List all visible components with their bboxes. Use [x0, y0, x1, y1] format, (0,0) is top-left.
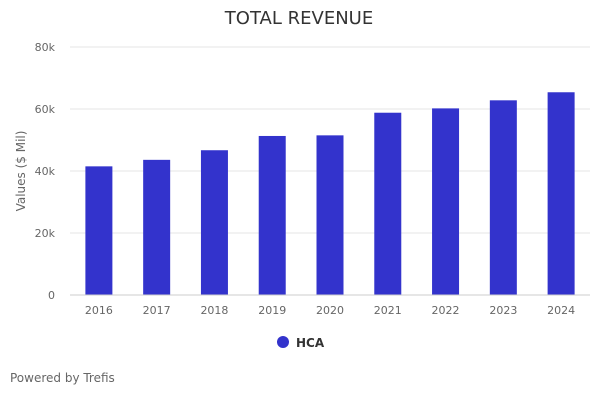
x-tick-label: 2021 — [374, 304, 402, 317]
chart-title: TOTAL REVENUE — [224, 8, 373, 29]
x-tick-label: 2016 — [85, 304, 113, 317]
legend-swatch-hca[interactable] — [277, 336, 289, 348]
bar-2017[interactable] — [143, 159, 171, 295]
bar-2022[interactable] — [432, 108, 460, 295]
legend[interactable]: HCA — [277, 336, 325, 350]
powered-by-credit[interactable]: Powered by Trefis — [10, 371, 115, 385]
bar-2018[interactable] — [200, 150, 228, 295]
x-tick-label: 2020 — [316, 304, 344, 317]
x-tick-label: 2022 — [432, 304, 460, 317]
y-tick-label: 20k — [35, 227, 56, 240]
bar-2024[interactable] — [547, 92, 575, 295]
bar-2019[interactable] — [258, 135, 286, 295]
y-axis-title: Values ($ Mil) — [14, 131, 28, 212]
bar-2021[interactable] — [374, 112, 402, 295]
y-tick-label: 60k — [35, 103, 56, 116]
legend-label-hca[interactable]: HCA — [296, 336, 325, 350]
x-tick-label: 2018 — [200, 304, 228, 317]
y-axis-ticks: 0 20k 40k 60k 80k — [35, 41, 56, 302]
y-tick-label: 0 — [48, 289, 55, 302]
bar-2023[interactable] — [489, 100, 517, 295]
bar-2016[interactable] — [85, 166, 113, 295]
x-tick-label: 2019 — [258, 304, 286, 317]
x-axis-ticks: 2016 2017 2018 2019 2020 2021 2022 2023 2024 — [85, 304, 575, 317]
x-tick-label: 2024 — [547, 304, 575, 317]
x-tick-label: 2017 — [143, 304, 171, 317]
bar-2020[interactable] — [316, 135, 344, 295]
x-tick-label: 2023 — [489, 304, 517, 317]
y-tick-label: 40k — [35, 165, 56, 178]
y-tick-label: 80k — [35, 41, 56, 54]
bars — [85, 92, 575, 295]
